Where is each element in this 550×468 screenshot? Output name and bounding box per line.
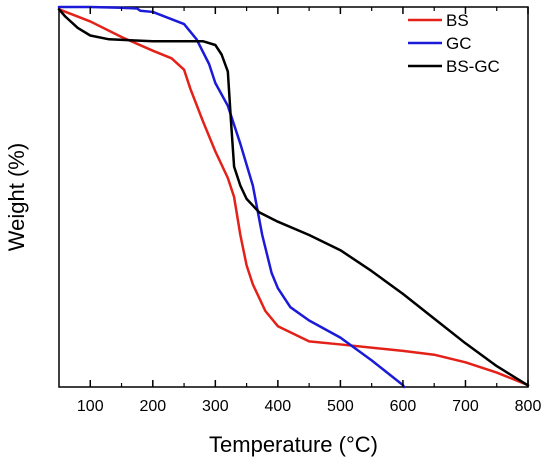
series-line-gc bbox=[57, 5, 406, 389]
y-axis-title: Weight (%) bbox=[4, 143, 29, 251]
x-tick-label: 700 bbox=[452, 398, 479, 415]
legend-label-bs-gc: BS-GC bbox=[446, 57, 500, 76]
x-tick-label: 600 bbox=[390, 398, 417, 415]
x-tick-label: 200 bbox=[139, 398, 166, 415]
x-tick-label: 500 bbox=[327, 398, 354, 415]
series-line-bs bbox=[57, 8, 530, 387]
legend-label-gc: GC bbox=[446, 34, 472, 53]
plot-frame bbox=[58, 6, 529, 388]
legend: BS GC BS-GC bbox=[408, 11, 500, 76]
x-tick-label: 400 bbox=[265, 398, 292, 415]
series-layer bbox=[57, 5, 530, 389]
x-tick-label: 100 bbox=[77, 398, 104, 415]
x-tick-label: 300 bbox=[202, 398, 229, 415]
series-line-bs-gc bbox=[57, 8, 530, 387]
x-axis: 100 200 300 400 500 600 700 800 bbox=[77, 7, 542, 415]
x-axis-title: Temperature (°C) bbox=[209, 432, 378, 457]
legend-label-bs: BS bbox=[446, 11, 469, 30]
x-tick-label: 800 bbox=[515, 398, 542, 415]
